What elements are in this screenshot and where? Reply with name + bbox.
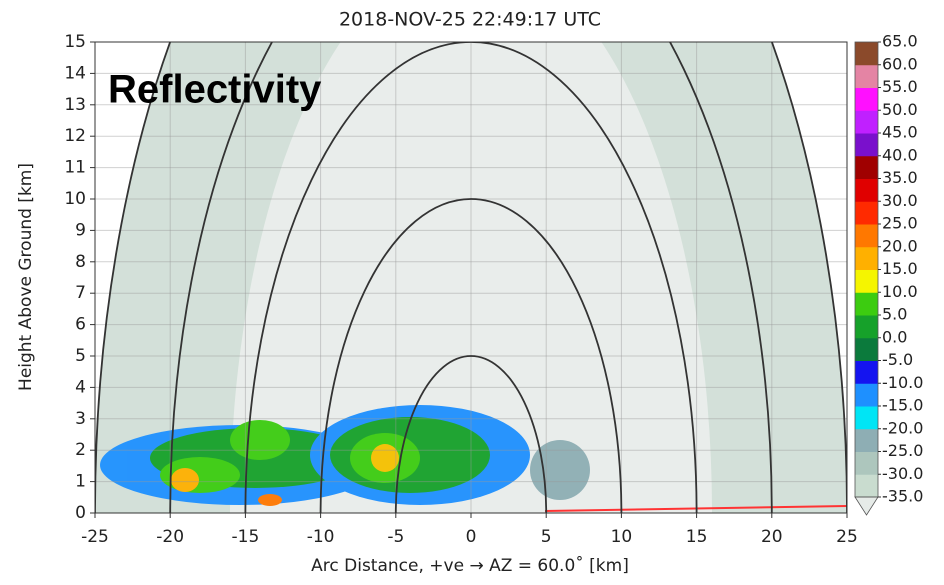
colorbar-tick-label: 55.0 xyxy=(882,77,918,96)
colorbar-extend xyxy=(855,497,878,515)
colorbar-segment xyxy=(855,270,878,293)
colorbar-segment xyxy=(855,179,878,202)
colorbar-tick-label: 0.0 xyxy=(882,327,907,346)
y-axis-label: Height Above Ground [km] xyxy=(16,163,36,391)
y-tick-label: 13 xyxy=(64,95,86,115)
colorbar-segment xyxy=(855,474,878,497)
x-tick-label: -10 xyxy=(307,527,335,547)
y-tick-label: 8 xyxy=(75,252,86,272)
colorbar-tick-label: -20.0 xyxy=(882,418,923,437)
colorbar-tick-label: 10.0 xyxy=(882,282,918,301)
y-tick-label: 2 xyxy=(75,440,86,460)
chart-title: 2018-NOV-25 22:49:17 UTC xyxy=(339,9,601,31)
colorbar-tick-label: 35.0 xyxy=(882,168,918,187)
colorbar-tick-label: 20.0 xyxy=(882,236,918,255)
y-tick-label: 9 xyxy=(75,220,86,240)
colorbar-segment xyxy=(855,42,878,65)
colorbar-segment xyxy=(855,383,878,406)
colorbar-segment xyxy=(855,201,878,224)
colorbar-segment xyxy=(855,156,878,179)
colorbar-segment xyxy=(855,292,878,315)
chart: 2018-NOV-25 22:49:17 UTC Reflectivity Ar… xyxy=(0,0,944,581)
y-tick-label: 14 xyxy=(64,63,86,83)
colorbar-segment xyxy=(855,65,878,88)
x-axis-label: Arc Distance, +ve → AZ = 60.0˚ [km] xyxy=(311,555,629,576)
y-tick-label: 6 xyxy=(75,315,86,335)
colorbar-tick-label: 50.0 xyxy=(882,100,918,119)
x-tick-label: -25 xyxy=(81,527,109,547)
colorbar-segment xyxy=(855,247,878,270)
y-tick-label: 0 xyxy=(75,503,86,523)
y-tick-label: 1 xyxy=(75,472,86,492)
colorbar-tick-label: 65.0 xyxy=(882,32,918,51)
colorbar-tick-label: 60.0 xyxy=(882,54,918,73)
colorbar-segment xyxy=(855,406,878,429)
x-tick-label: 10 xyxy=(611,527,633,547)
x-tick-label: 20 xyxy=(761,527,783,547)
colorbar-tick-label: -15.0 xyxy=(882,396,923,415)
colorbar-tick-label: 30.0 xyxy=(882,191,918,210)
colorbar-segment xyxy=(855,338,878,361)
colorbar-segment xyxy=(855,110,878,133)
colorbar-tick-label: -25.0 xyxy=(882,441,923,460)
y-tick-label: 5 xyxy=(75,346,86,366)
x-tick-label: 5 xyxy=(541,527,552,547)
colorbar-segment xyxy=(855,315,878,338)
y-tick-label: 12 xyxy=(64,126,86,146)
x-tick-label: 15 xyxy=(686,527,708,547)
y-tick-label: 10 xyxy=(64,189,86,209)
colorbar-segment xyxy=(855,133,878,156)
colorbar-tick-label: 15.0 xyxy=(882,259,918,278)
colorbar-tick-label: -5.0 xyxy=(882,350,913,369)
y-tick-label: 15 xyxy=(64,32,86,52)
colorbar-segment xyxy=(855,224,878,247)
x-tick-label: -5 xyxy=(387,527,404,547)
y-tick-label: 3 xyxy=(75,409,86,429)
colorbar-tick-label: -30.0 xyxy=(882,464,923,483)
colorbar-segment xyxy=(855,452,878,475)
x-tick-label: 25 xyxy=(836,527,858,547)
annotation: Reflectivity xyxy=(108,68,322,112)
y-tick-label: 7 xyxy=(75,283,86,303)
colorbar-tick-label: 25.0 xyxy=(882,214,918,233)
colorbar-segment xyxy=(855,361,878,384)
colorbar-tick-label: 5.0 xyxy=(882,305,907,324)
colorbar-tick-label: -35.0 xyxy=(882,487,923,506)
x-tick-label: -15 xyxy=(232,527,260,547)
x-tick-label: 0 xyxy=(466,527,477,547)
colorbar-tick-label: 45.0 xyxy=(882,123,918,142)
colorbar-segment xyxy=(855,429,878,452)
y-tick-label: 11 xyxy=(64,158,86,178)
colorbar-segment xyxy=(855,88,878,111)
x-tick-label: -20 xyxy=(156,527,184,547)
colorbar-tick-label: -10.0 xyxy=(882,373,923,392)
colorbar-tick-label: 40.0 xyxy=(882,145,918,164)
y-tick-label: 4 xyxy=(75,377,86,397)
